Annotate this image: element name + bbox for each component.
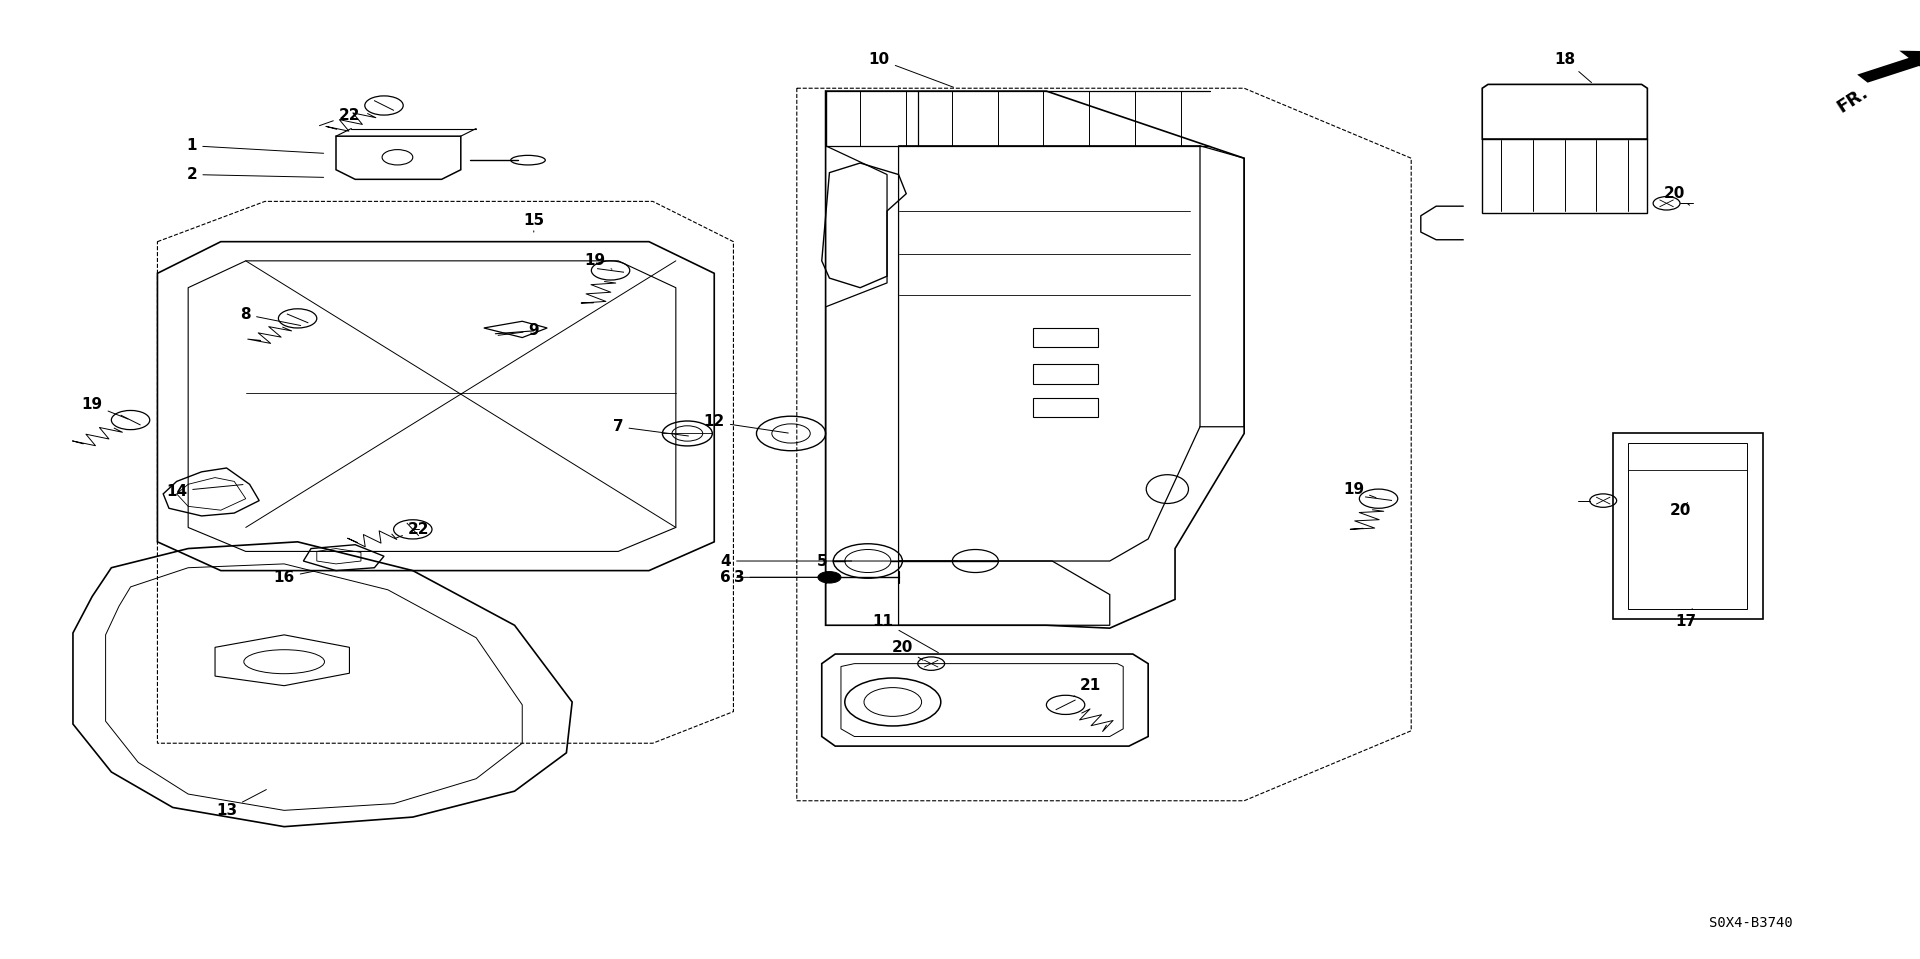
Text: 15: 15	[522, 213, 545, 232]
Text: 6: 6	[720, 570, 824, 585]
Text: 8: 8	[240, 307, 301, 325]
Text: 12: 12	[703, 414, 789, 433]
Text: 2: 2	[186, 167, 324, 182]
Text: 1: 1	[186, 138, 324, 153]
Text: 21: 21	[1073, 678, 1102, 696]
Text: FR.: FR.	[1834, 83, 1872, 116]
Text: S0X4-B3740: S0X4-B3740	[1709, 916, 1793, 929]
FancyArrow shape	[1857, 51, 1920, 82]
Text: 7: 7	[612, 419, 689, 436]
Text: 19: 19	[584, 253, 612, 269]
Text: 19: 19	[81, 397, 129, 419]
Text: 14: 14	[165, 483, 244, 499]
Text: 20: 20	[1663, 186, 1690, 205]
Text: 22: 22	[319, 107, 361, 126]
Text: 16: 16	[273, 570, 315, 585]
Text: 20: 20	[1668, 503, 1692, 518]
Text: 13: 13	[215, 789, 267, 818]
Text: 17: 17	[1674, 609, 1697, 629]
Text: 19: 19	[1342, 481, 1377, 498]
Circle shape	[818, 572, 841, 583]
Text: 4: 4	[720, 553, 852, 569]
Text: 18: 18	[1553, 52, 1592, 82]
Text: 10: 10	[868, 52, 954, 87]
Text: 20: 20	[891, 640, 924, 660]
Text: 11: 11	[874, 614, 939, 653]
Text: 22: 22	[396, 522, 430, 538]
Text: 9: 9	[497, 323, 540, 339]
Text: 3: 3	[733, 570, 824, 585]
Text: 5: 5	[816, 553, 958, 569]
